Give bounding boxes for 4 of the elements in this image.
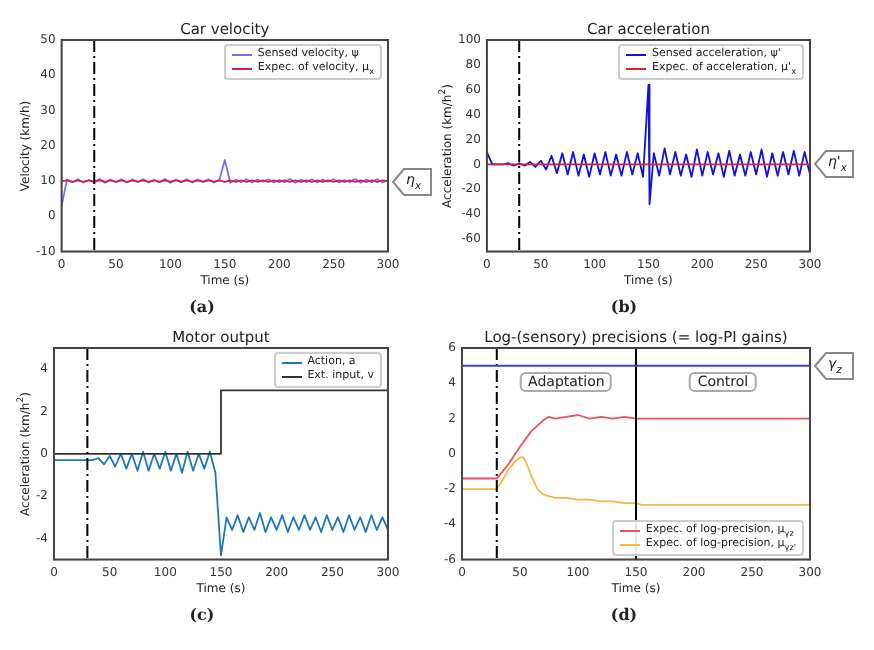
text: (c) <box>187 604 217 624</box>
text: (a) <box>187 296 217 316</box>
text: (b) <box>608 296 640 316</box>
text: (d) <box>608 604 640 624</box>
